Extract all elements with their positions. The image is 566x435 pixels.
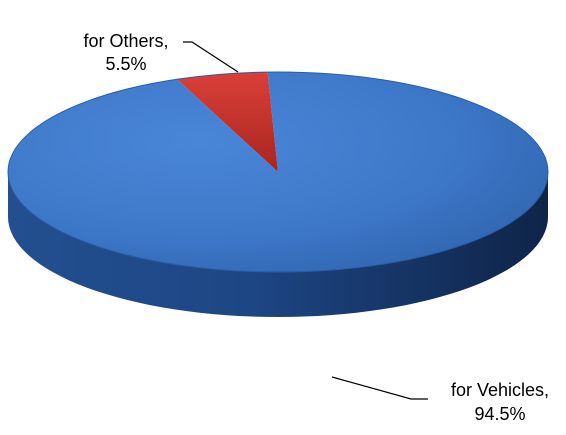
slice-label-vehicles: for Vehicles, <box>451 380 549 400</box>
pie-side-wall <box>8 172 548 317</box>
leader-line-vehicles <box>331 376 428 400</box>
slice-label-others: for Others, <box>83 31 168 51</box>
leader-line-others <box>183 41 239 73</box>
slice-percent-vehicles: 94.5% <box>474 404 525 424</box>
pie-top-outline <box>7 71 549 273</box>
slice-percent-others: 5.5% <box>105 54 146 74</box>
pie-slice-others <box>176 72 278 172</box>
pie-slice-vehicles <box>8 72 549 272</box>
